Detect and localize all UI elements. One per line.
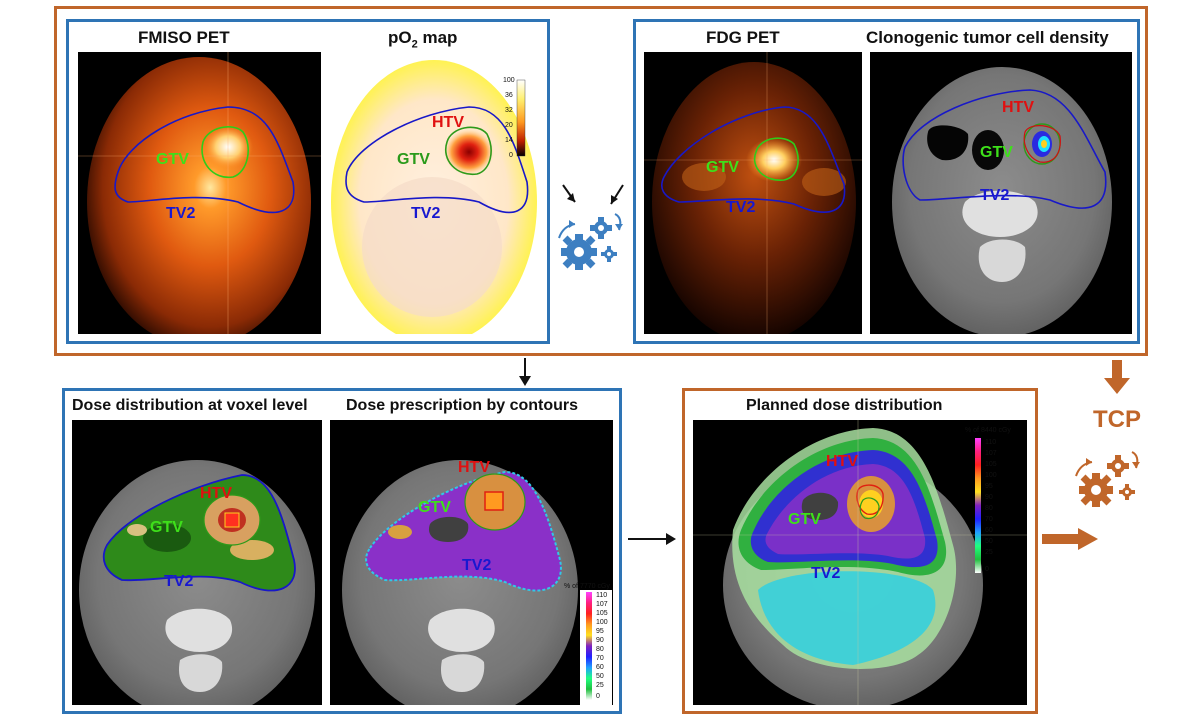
contour-legend-ticks: 110 107 105 100 95 90 80 70 60 50 25 0	[596, 592, 608, 700]
planned-htv-label: HTV	[826, 453, 858, 470]
right-arrow-icon	[628, 533, 676, 545]
po2-tv2-label: TV2	[411, 205, 440, 222]
top-input-frame	[54, 6, 1148, 356]
contour-legend-tick: 60	[596, 664, 604, 671]
planned-legend-tick: 60	[985, 527, 993, 534]
po2-scale-tick: 14	[505, 137, 513, 144]
dose-prescription-frame	[62, 388, 622, 714]
contour-dose-image: HTV GTV TV2 % of 7770 cGy 110 107 105 10…	[330, 420, 613, 705]
fmiso-gtv-label: GTV	[156, 151, 189, 168]
planned-gtv-label: GTV	[788, 511, 821, 528]
clonogenic-gtv-label: GTV	[980, 144, 1013, 161]
clonogenic-density-image: HTV GTV TV2	[870, 52, 1132, 334]
planned-dose-title: Planned dose distribution	[746, 397, 943, 414]
planned-legend-tick: 50	[985, 538, 993, 545]
planned-legend-ticks: 110 107 105 100 95 90 80 70 60 50 25 0	[985, 439, 997, 573]
tcp-label: TCP	[1093, 406, 1141, 433]
fdg-pet-image: GTV TV2	[644, 52, 862, 334]
planned-legend-tick: 80	[985, 505, 993, 512]
contour-gtv-label: GTV	[418, 499, 451, 516]
fdg-gtv-label: GTV	[706, 159, 739, 176]
planned-legend-tick: 105	[985, 461, 997, 468]
contour-legend-tick: 70	[596, 655, 604, 662]
down-arrow-icon	[519, 358, 531, 386]
planned-legend-tick: 25	[985, 549, 993, 556]
fmiso-tv2-label: TV2	[166, 205, 195, 222]
contour-legend-tick: 110	[596, 592, 607, 599]
planned-legend-tick: 70	[985, 516, 993, 523]
contour-htv-label: HTV	[458, 459, 490, 476]
po2-map-image: HTV GTV TV2 100 36 32 20 14 0	[329, 52, 543, 334]
clonogenic-title: Clonogenic tumor cell density	[866, 28, 1109, 47]
po2-gtv-label: GTV	[397, 151, 430, 168]
contour-tv2-label: TV2	[462, 557, 491, 574]
po2-scale-tick: 100	[503, 77, 515, 84]
clonogenic-htv-label: HTV	[1002, 99, 1034, 116]
po2-htv-label: HTV	[432, 114, 464, 131]
planned-legend-tick: 95	[985, 483, 993, 490]
voxel-htv-label: HTV	[200, 485, 232, 502]
clonogenic-tv2-label: TV2	[980, 187, 1009, 204]
po2-map-title: pO2 map	[388, 28, 457, 50]
planned-legend-header: % of 8440 cGy	[965, 427, 1011, 434]
tcp-down-arrow-icon	[1104, 360, 1130, 394]
fmiso-pet-image: GTV TV2	[78, 52, 321, 334]
po2-scale-tick: 0	[509, 152, 513, 159]
tcp-gear-icon	[1075, 451, 1140, 507]
planned-legend-tick: 100	[985, 472, 997, 479]
contour-legend-tick: 90	[596, 637, 604, 644]
planned-legend-tick: 0	[985, 566, 989, 573]
po2-title-sub: 2	[411, 38, 418, 51]
contour-legend-tick: 100	[596, 619, 608, 626]
contour-legend-tick: 50	[596, 673, 604, 680]
po2-scale-tick: 36	[505, 92, 513, 99]
tumor-imaging-frame	[633, 19, 1140, 344]
contour-legend-tick: 105	[596, 610, 608, 617]
planned-legend-tick: 110	[985, 439, 996, 446]
contour-legend-tick: 25	[596, 682, 604, 689]
planned-tv2-label: TV2	[811, 565, 840, 582]
voxel-dose-title: Dose distribution at voxel level	[72, 397, 308, 414]
fmiso-pet-title: FMISO PET	[138, 28, 230, 47]
po2-title-main: pO	[388, 28, 412, 47]
contour-dose-title: Dose prescription by contours	[346, 397, 579, 414]
fdg-pet-title: FDG PET	[706, 28, 780, 47]
contour-legend-header: % of 7770 cGy	[564, 583, 610, 590]
contour-legend-tick: 107	[596, 601, 608, 608]
voxel-dose-image: HTV GTV TV2	[72, 420, 322, 705]
planned-legend-tick: 107	[985, 450, 997, 457]
model-gear-icon	[558, 184, 624, 270]
contour-legend-tick: 80	[596, 646, 604, 653]
po2-scale-tick: 20	[505, 122, 513, 129]
planned-dose-image: HTV GTV TV2 % of 8440 cGy 110 107 105 10…	[693, 420, 1027, 705]
hypoxia-imaging-frame	[66, 19, 550, 344]
po2-scale-tick: 32	[505, 107, 513, 114]
right-arrow-orange-icon	[1042, 528, 1098, 550]
contour-legend-tick: 95	[596, 628, 604, 635]
planned-legend-tick: 90	[985, 494, 993, 501]
fdg-tv2-label: TV2	[726, 199, 755, 216]
planned-dose-frame	[682, 388, 1038, 714]
contour-legend-tick: 0	[596, 693, 600, 700]
po2-title-tail: map	[417, 28, 458, 47]
voxel-tv2-label: TV2	[164, 573, 193, 590]
voxel-gtv-label: GTV	[150, 519, 183, 536]
